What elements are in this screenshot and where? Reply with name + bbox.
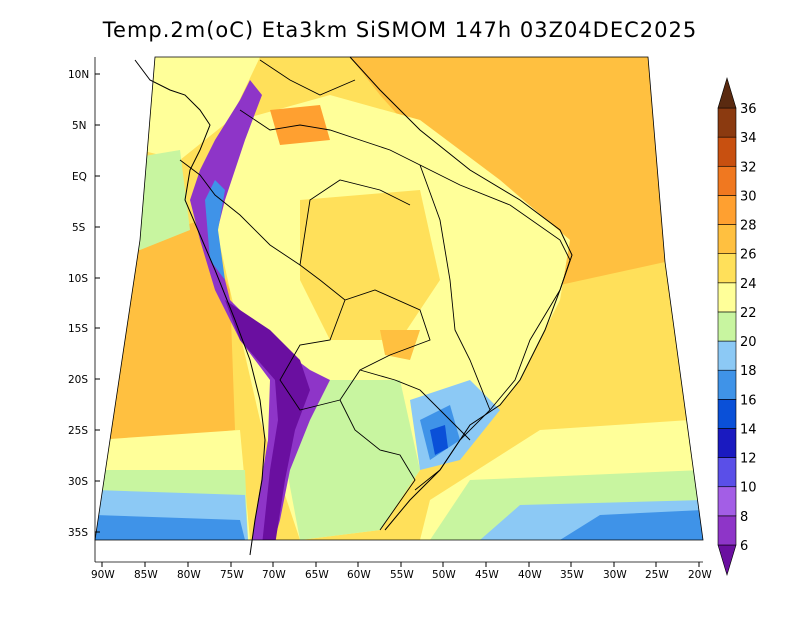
svg-text:20W: 20W — [688, 569, 712, 581]
colorbar-label: 26 — [740, 248, 757, 263]
svg-text:80W: 80W — [177, 569, 201, 581]
lon-tick-75w: 75W — [220, 562, 244, 581]
lat-tick-10s: 10S — [68, 273, 100, 285]
colorbar-label: 16 — [740, 393, 757, 408]
svg-text:45W: 45W — [475, 569, 499, 581]
lon-tick-90w: 90W — [91, 562, 115, 581]
longitude-axis: 90W 85W 80W 75W 70W 65W 60W 55W 50W 45W … — [91, 561, 712, 581]
svg-text:25W: 25W — [645, 569, 669, 581]
svg-text:5S: 5S — [72, 222, 86, 234]
svg-text:25S: 25S — [68, 425, 88, 437]
colorbar-bin — [717, 136, 737, 167]
lat-tick-5n: 5N — [72, 120, 100, 132]
lat-tick-35s: 35S — [68, 527, 100, 539]
colorbar-bin — [717, 428, 737, 458]
colorbar-high-triangle — [717, 76, 737, 109]
lon-tick-70w: 70W — [262, 562, 286, 581]
lat-tick-eq: EQ — [72, 171, 100, 183]
lon-tick-80w: 80W — [177, 562, 201, 581]
svg-text:40W: 40W — [518, 569, 542, 581]
lat-tick-5s: 5S — [72, 222, 100, 234]
svg-text:70W: 70W — [262, 569, 286, 581]
colorbar-label: 22 — [740, 306, 757, 321]
colorbar-low-triangle — [717, 544, 737, 577]
temperature-field — [95, 57, 703, 540]
colorbar-label: 18 — [740, 364, 757, 379]
colorbar-label: 24 — [740, 277, 757, 292]
lon-tick-35w: 35W — [560, 562, 584, 581]
colorbar-bin — [717, 486, 737, 517]
colorbar-bin — [717, 224, 737, 254]
lat-tick-25s: 25S — [68, 425, 100, 437]
map-title: Temp.2m(oC) Eta3km SiSMOM 147h 03Z04DEC2… — [102, 18, 698, 42]
colorbar-label: 8 — [740, 510, 748, 525]
lat-tick-15s: 15S — [68, 323, 100, 335]
map-frame — [94, 56, 704, 541]
svg-text:5N: 5N — [72, 120, 87, 132]
svg-text:65W: 65W — [305, 569, 329, 581]
colorbar-bin — [717, 457, 737, 488]
svg-text:EQ: EQ — [72, 171, 87, 183]
colorbar-bin — [717, 282, 737, 313]
colorbar-bin — [717, 107, 737, 138]
colorbar-bin — [717, 369, 737, 400]
colorbar-bin — [717, 195, 737, 225]
lon-tick-40w: 40W — [518, 562, 542, 581]
lon-tick-45w: 45W — [475, 562, 499, 581]
lon-tick-30w: 30W — [603, 562, 627, 581]
colorbar-label: 6 — [740, 539, 748, 554]
lon-tick-20w: 20W — [688, 562, 712, 581]
colorbar-bin — [717, 340, 737, 371]
colorbar-label: 28 — [740, 219, 757, 234]
colorbar-bin — [717, 165, 737, 196]
svg-text:10N: 10N — [68, 69, 89, 81]
svg-text:20S: 20S — [68, 374, 88, 386]
lon-tick-50w: 50W — [432, 562, 456, 581]
colorbar-bin — [717, 399, 737, 429]
colorbar-bin — [717, 311, 737, 342]
lat-tick-10n: 10N — [68, 69, 100, 81]
latitude-axis: 10N 5N EQ 5S 10S 15S 20S 25S 30S 35S — [68, 69, 100, 539]
svg-text:75W: 75W — [220, 569, 244, 581]
colorbar-label: 32 — [740, 160, 757, 175]
svg-text:15S: 15S — [68, 323, 88, 335]
svg-text:85W: 85W — [134, 569, 158, 581]
colorbar-bin — [717, 515, 737, 546]
svg-text:90W: 90W — [91, 569, 115, 581]
svg-text:30W: 30W — [603, 569, 627, 581]
lon-tick-25w: 25W — [645, 562, 669, 581]
colorbar-label: 12 — [740, 452, 757, 467]
colorbar-label: 34 — [740, 131, 757, 146]
lat-tick-20s: 20S — [68, 374, 100, 386]
lat-tick-30s: 30S — [68, 476, 100, 488]
svg-text:60W: 60W — [347, 569, 371, 581]
colorbar-label: 14 — [740, 422, 757, 437]
colorbar-label: 10 — [740, 481, 757, 496]
colorbar-label: 36 — [740, 102, 757, 117]
svg-text:35S: 35S — [68, 527, 88, 539]
colorbar-label: 20 — [740, 335, 757, 350]
colorbar-bin — [717, 253, 737, 284]
lon-tick-60w: 60W — [347, 562, 371, 581]
svg-text:55W: 55W — [390, 569, 414, 581]
colorbar: 6 8 10 12 14 16 18 20 22 24 26 28 30 32 34 36 — [717, 76, 757, 577]
lon-tick-55w: 55W — [390, 562, 414, 581]
colorbar-label: 30 — [740, 189, 757, 204]
svg-text:30S: 30S — [68, 476, 88, 488]
svg-text:10S: 10S — [68, 273, 88, 285]
lon-tick-65w: 65W — [305, 562, 329, 581]
lon-tick-85w: 85W — [134, 562, 158, 581]
svg-text:50W: 50W — [432, 569, 456, 581]
coastlines — [134, 56, 573, 556]
svg-text:35W: 35W — [560, 569, 584, 581]
